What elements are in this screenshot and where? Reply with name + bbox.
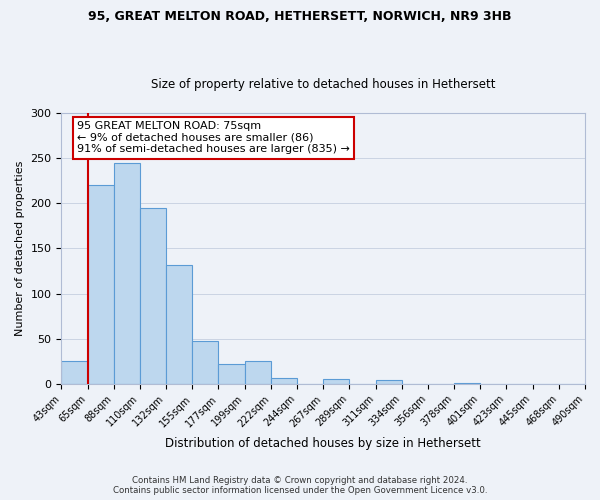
Bar (88, 186, 114, 384)
Bar (193, 340, 218, 384)
Text: 95 GREAT MELTON ROAD: 75sqm
← 9% of detached houses are smaller (86)
91% of semi: 95 GREAT MELTON ROAD: 75sqm ← 9% of deta… (77, 121, 350, 154)
Bar (454, 383, 480, 384)
Bar (218, 364, 245, 384)
Bar (245, 362, 271, 384)
Bar (323, 378, 349, 384)
Bar (166, 264, 193, 384)
Y-axis label: Number of detached properties: Number of detached properties (15, 161, 25, 336)
X-axis label: Distribution of detached houses by size in Hethersett: Distribution of detached houses by size … (166, 437, 481, 450)
Bar (114, 162, 140, 384)
Text: 95, GREAT MELTON ROAD, HETHERSETT, NORWICH, NR9 3HB: 95, GREAT MELTON ROAD, HETHERSETT, NORWI… (88, 10, 512, 23)
Bar (140, 208, 166, 384)
Bar (271, 378, 297, 384)
Bar (61, 362, 88, 384)
Text: Contains HM Land Registry data © Crown copyright and database right 2024.
Contai: Contains HM Land Registry data © Crown c… (113, 476, 487, 495)
Title: Size of property relative to detached houses in Hethersett: Size of property relative to detached ho… (151, 78, 496, 91)
Bar (376, 380, 402, 384)
